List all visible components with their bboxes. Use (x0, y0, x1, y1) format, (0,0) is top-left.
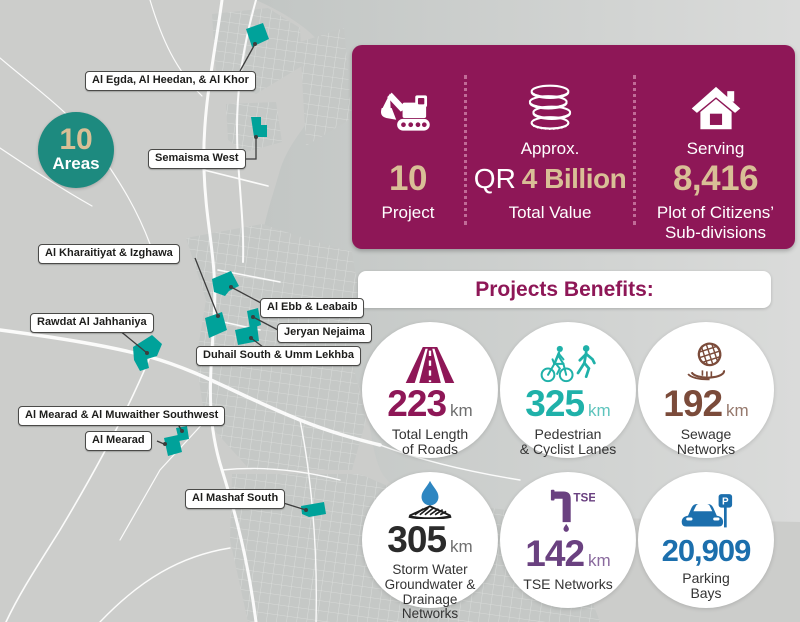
area-polygon-mearad (164, 435, 182, 456)
area-polygon-al-egda (246, 23, 269, 47)
projects-label: Project (381, 203, 435, 222)
area-polygon-muwaither (176, 426, 189, 441)
projects-stat: 10 Project (352, 45, 464, 249)
house-icon (690, 79, 742, 137)
map-label-mearad: Al Mearad (85, 431, 152, 451)
tse-icon-text: TSE (573, 491, 595, 504)
serving-stat: Serving 8,416 Plot of Citizens’ Sub-divi… (636, 45, 795, 249)
projects-count: 10 (389, 159, 427, 198)
lanes-caption: Pedestrian & Cyclist Lanes (519, 425, 617, 458)
panel-separator (464, 75, 467, 225)
parking-value: 20,909 (661, 533, 752, 568)
storm-water-icon (406, 480, 454, 519)
areas-count: 10 (59, 123, 93, 156)
map-label-semaisma: Semaisma West (148, 149, 246, 169)
tse-caption: TSE Networks (523, 575, 613, 592)
road-icon (403, 339, 457, 383)
total-value-amount: QR 4 Billion (473, 160, 627, 200)
sewage-caption: Sewage Networks (676, 425, 736, 458)
map-label-al-ebb: Al Ebb & Leabaib (260, 298, 365, 318)
callout-lines (118, 43, 307, 511)
parking-caption: Parking Bays (682, 569, 730, 602)
lanes-value: 325 km (525, 382, 611, 424)
callout-dots (145, 42, 308, 512)
pedestrian-cyclist-icon (538, 339, 598, 383)
benefit-sewage: 192 km Sewage Networks (638, 322, 774, 458)
area-polygon-kharaitiyat (205, 312, 227, 338)
benefit-tse: TSE 142 km TSE Networks (500, 472, 636, 608)
total-value-stat: Approx. QR 4 Billion Total Value (467, 45, 633, 249)
map-label-al-egda: Al Egda, Al Heedan, & Al Khor (85, 71, 256, 91)
sewage-value: 192 km (663, 382, 749, 424)
summary-panel: 10 Project (352, 45, 795, 249)
areas-label: Areas (52, 154, 100, 173)
roads-value: 223 km (387, 382, 473, 424)
benefit-roads: 223 km Total Length of Roads (362, 322, 498, 458)
project-area-polygons (133, 23, 326, 517)
map-label-mashaf: Al Mashaf South (185, 489, 286, 509)
storm-water-value: 305 km (387, 519, 473, 560)
projects-benefits-header: Projects Benefits: (358, 271, 771, 308)
total-value-label: Total Value (508, 203, 592, 222)
areas-count-badge: 10 Areas (38, 112, 114, 188)
panel-separator (633, 75, 636, 225)
total-value-prefix: Approx. (520, 139, 580, 158)
benefit-pedestrian-cyclist: 325 km Pedestrian & Cyclist Lanes (500, 322, 636, 458)
storm-water-caption: Storm Water Groundwater & Drainage Netwo… (384, 561, 476, 622)
benefit-storm-water: 305 km Storm Water Groundwater & Drainag… (362, 472, 498, 621)
map-label-duhail: Duhail South & Umm Lekhba (196, 346, 361, 366)
serving-label: Plot of Citizens’ Sub-divisions (656, 203, 775, 243)
serving-count: 8,416 (672, 159, 759, 198)
sewage-icon (681, 339, 731, 383)
tse-pipe-icon: TSE (541, 489, 595, 533)
coins-icon (522, 79, 578, 137)
currency-code: QR (473, 163, 516, 194)
benefit-parking: P 20,909 Parking Bays (638, 472, 774, 608)
area-polygon-al-ebb (212, 271, 239, 296)
excavator-icon (379, 79, 437, 137)
roads-caption: Total Length of Roads (391, 425, 469, 458)
area-polygon-semaisma (251, 117, 267, 137)
map-label-jeryan: Jeryan Nejaima (277, 323, 372, 343)
serving-prefix: Serving (686, 139, 745, 158)
area-polygon-mashaf (301, 502, 326, 517)
map-label-kharaitiyat: Al Kharaitiyat & Izghawa (38, 244, 180, 264)
total-value-number: 4 Billion (521, 163, 627, 194)
map-label-muwaither: Al Mearad & Al Muwaither Southwest (18, 406, 226, 426)
map-label-rawdat: Rawdat Al Jahhaniya (30, 313, 154, 333)
tse-value: 142 km (525, 533, 611, 574)
parking-icon-text: P (722, 497, 729, 508)
parking-icon: P (679, 489, 733, 533)
